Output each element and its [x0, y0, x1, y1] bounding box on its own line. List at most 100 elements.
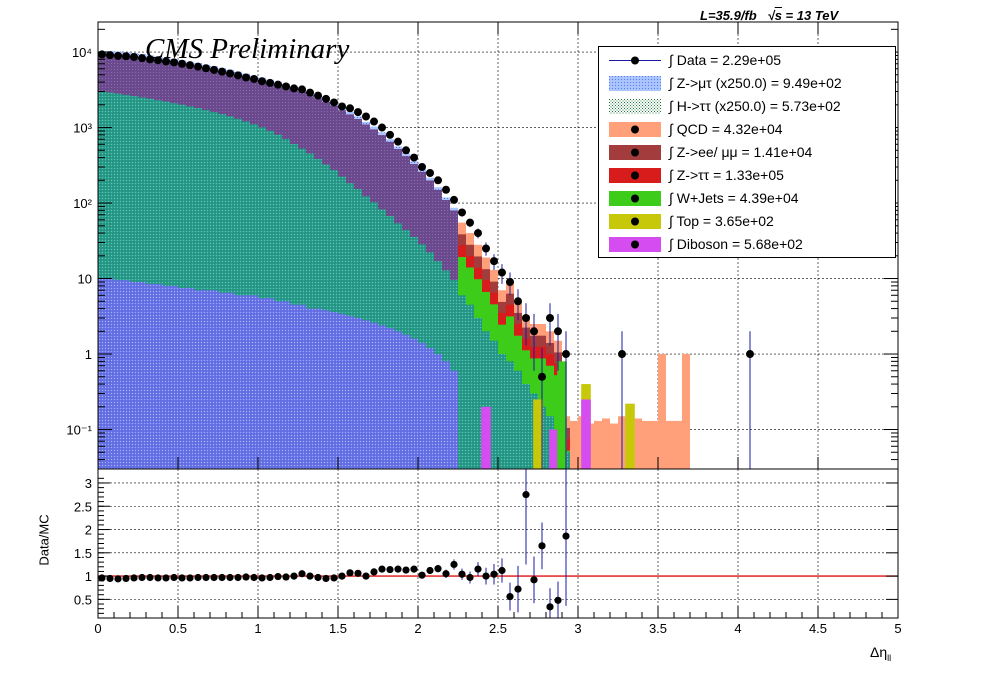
ratio-point — [490, 570, 498, 578]
bar-htautau — [162, 101, 170, 469]
ratio-grid — [97, 469, 899, 618]
ratio-point — [482, 572, 490, 580]
ratio-y-tick-label: 0.5 — [74, 592, 92, 607]
data-point — [346, 104, 354, 113]
legend-label: ∫ Data = 2.29e+05 — [669, 52, 782, 68]
legend-label: ∫ W+Jets = 4.39e+04 — [669, 190, 799, 206]
ratio-point — [314, 573, 322, 582]
ratio-y-tick-label: 1.5 — [74, 546, 92, 561]
x-tick-label: 2 — [414, 621, 421, 636]
bar-zmutau — [442, 361, 450, 469]
bar-qcd — [682, 354, 690, 469]
ratio-point — [466, 573, 474, 582]
data-point — [426, 168, 434, 177]
x-tick-label: 3.5 — [649, 621, 667, 636]
ratio-point — [514, 585, 522, 593]
legend-entry-ztautau: ∫ Z->ττ = 1.33e+05 — [599, 164, 895, 187]
ratio-y-tick-label: 2 — [85, 523, 92, 538]
bar-htautau — [482, 331, 490, 469]
data-point — [274, 80, 282, 89]
data-point — [114, 51, 122, 60]
ratio-point — [178, 574, 186, 582]
bar-qcd — [602, 418, 610, 469]
bar-qcd — [610, 423, 618, 469]
data-point — [554, 327, 562, 336]
ratio-point — [162, 574, 170, 582]
bar-htautau — [498, 354, 506, 469]
ratio-point — [106, 574, 114, 583]
ratio-point — [226, 573, 234, 582]
data-point — [418, 163, 426, 172]
data-point — [202, 64, 210, 73]
data-point — [210, 65, 218, 74]
bar-qcd — [594, 420, 602, 469]
data-point — [458, 208, 466, 217]
data-point — [394, 137, 402, 146]
legend-label: ∫ Diboson = 5.68e+02 — [669, 236, 803, 252]
y-tick-label: 10² — [73, 196, 92, 211]
lumi-label: L=35.9/fb √s = 13 TeV — [700, 8, 839, 23]
legend-entry-htautau: ∫ H->ττ (x250.0) = 5.73e+02 — [599, 95, 895, 118]
ratio-point — [370, 568, 378, 576]
ratio-point — [330, 574, 338, 582]
ratio-point — [298, 570, 306, 578]
ratio-point — [242, 573, 250, 581]
data-point — [482, 244, 490, 253]
bar-zmutau — [330, 312, 338, 469]
bar-zmutau — [242, 295, 250, 469]
ratio-point — [362, 572, 370, 580]
bar-htautau — [234, 118, 242, 469]
legend-entry-qcd: ∫ QCD = 4.32e+04 — [599, 118, 895, 141]
ratio-point — [394, 565, 402, 573]
ratio-y-tick-label: 3 — [85, 476, 92, 491]
data-point — [306, 88, 314, 97]
bar-signal-cap — [450, 207, 458, 211]
bar-zmutau — [346, 315, 354, 469]
bar-zmutau — [386, 328, 394, 469]
legend-label: ∫ H->ττ (x250.0) = 5.73e+02 — [669, 98, 841, 114]
x-tick-label: 4.5 — [809, 621, 827, 636]
data-point — [298, 85, 306, 94]
data-point — [530, 327, 538, 336]
bar-zmutau — [402, 334, 410, 469]
bar-htautau — [458, 295, 466, 469]
data-point — [338, 102, 346, 111]
stacked-histogram — [98, 51, 690, 470]
x-tick-label: 0.5 — [169, 621, 187, 636]
bar-signal-cap — [426, 177, 434, 181]
data-point — [746, 350, 754, 359]
ratio-point — [410, 565, 418, 573]
bar-qcd — [674, 420, 682, 469]
data-point — [218, 67, 226, 76]
ratio-point — [562, 532, 570, 540]
bar-htautau — [242, 121, 250, 470]
data-point — [450, 195, 458, 204]
data-point — [562, 350, 570, 359]
ratio-point — [138, 573, 146, 582]
bar-signal-cap — [378, 132, 386, 135]
bar-tail — [481, 406, 491, 469]
bar-zmutau — [306, 308, 314, 469]
bar-zmutau — [138, 281, 146, 469]
bar-htautau — [474, 318, 482, 469]
qcd-swatch-icon — [609, 122, 661, 137]
bar-zmutau — [114, 280, 122, 469]
legend-entry-zmutau: ∫ Z->μτ (x250.0) = 9.49e+02 — [599, 72, 895, 95]
bar-signal-cap — [410, 161, 418, 164]
bar-signal-cap — [362, 121, 370, 125]
data-point — [154, 56, 162, 65]
axis-ticks: 0 0.5 1 1.5 2 2.5 3 3.5 4 4.5 510⁻¹11010²10³10⁴0.5… — [66, 22, 902, 636]
wjets-swatch-icon — [609, 191, 661, 206]
ratio-point — [202, 573, 210, 582]
bar-tail — [581, 399, 591, 469]
ratio-point — [170, 573, 178, 582]
data-point — [146, 55, 154, 64]
data-point — [386, 130, 394, 139]
x-tick-label: 2.5 — [489, 621, 507, 636]
bar-htautau — [522, 384, 530, 469]
ratio-point — [306, 572, 314, 580]
bar-zmutau — [338, 313, 346, 469]
bar-zmutau — [266, 298, 274, 469]
bar-signal-cap — [370, 126, 378, 130]
